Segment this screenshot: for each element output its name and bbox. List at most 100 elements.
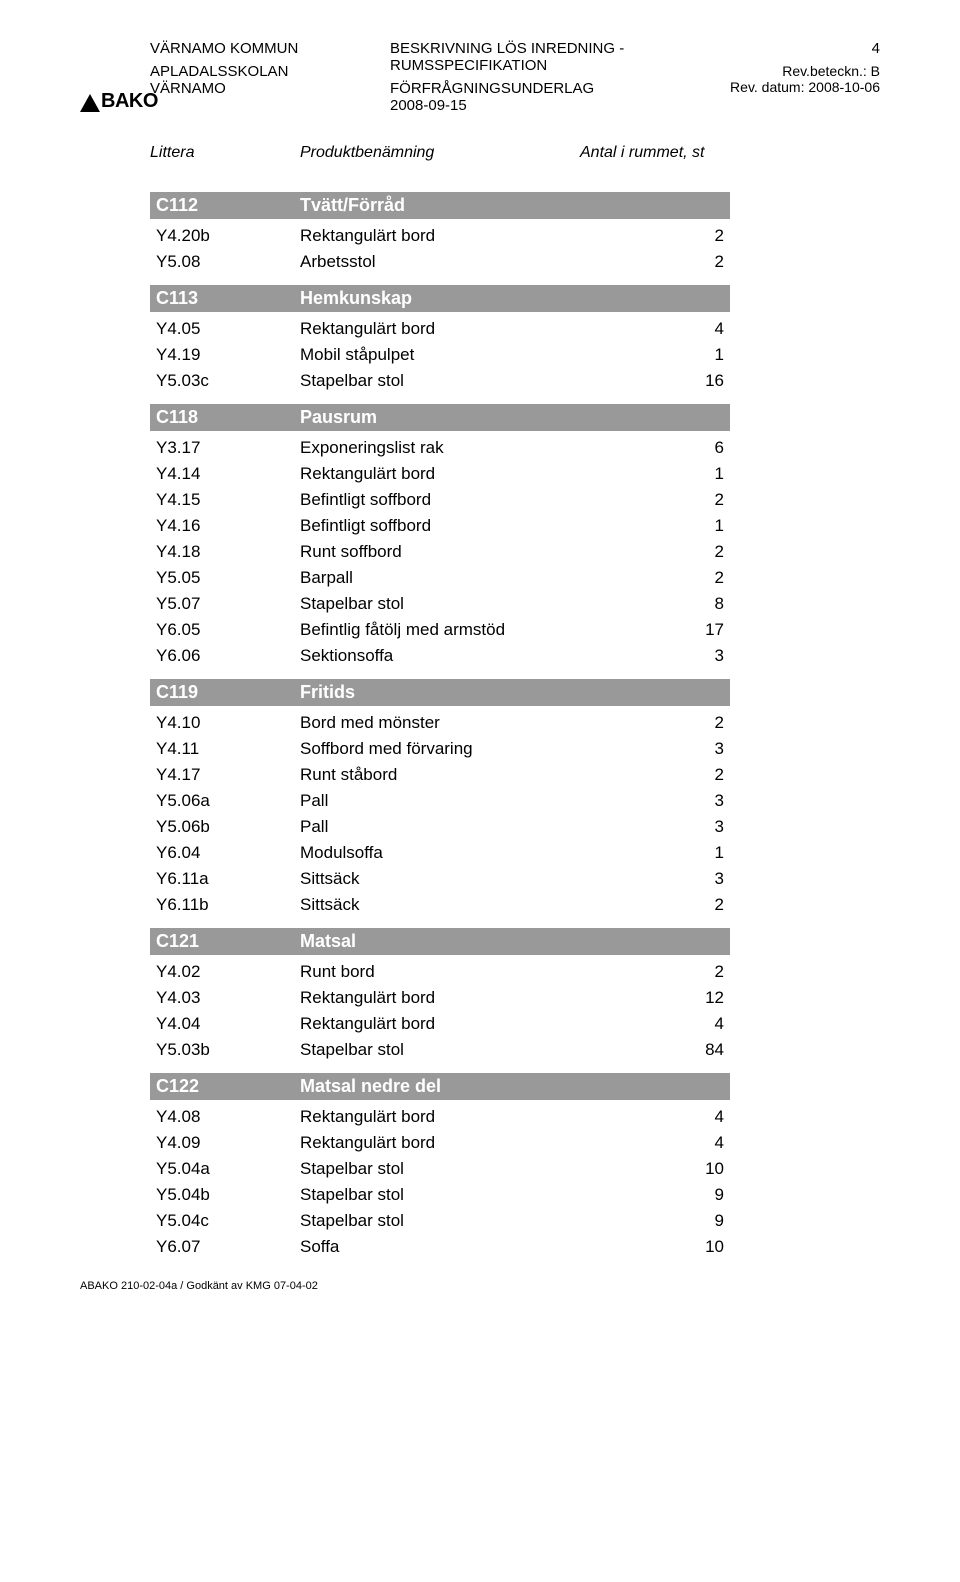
row-code: Y5.05 — [156, 568, 300, 588]
row-qty: 1 — [664, 516, 724, 536]
row-code: Y4.02 — [156, 962, 300, 982]
row-name: Rektangulärt bord — [300, 464, 664, 484]
table-row: Y4.14Rektangulärt bord1 — [150, 461, 730, 487]
table-row: Y4.19Mobil ståpulpet1 — [150, 342, 730, 368]
row-name: Rektangulärt bord — [300, 1107, 664, 1127]
row-name: Bord med mönster — [300, 713, 664, 733]
row-name: Mobil ståpulpet — [300, 345, 664, 365]
table-row: Y4.10Bord med mönster2 — [150, 710, 730, 736]
section-code: C113 — [156, 288, 300, 309]
row-name: Soffbord med förvaring — [300, 739, 664, 759]
row-qty: 84 — [664, 1040, 724, 1060]
table-row: Y4.09Rektangulärt bord4 — [150, 1130, 730, 1156]
row-name: Arbetsstol — [300, 252, 664, 272]
row-code: Y3.17 — [156, 438, 300, 458]
row-name: Stapelbar stol — [300, 371, 664, 391]
row-code: Y4.15 — [156, 490, 300, 510]
row-qty: 2 — [664, 895, 724, 915]
row-code: Y4.11 — [156, 739, 300, 759]
table-row: Y4.03Rektangulärt bord12 — [150, 985, 730, 1011]
content-table: C112Tvätt/FörrådY4.20bRektangulärt bord2… — [150, 192, 730, 1260]
header-text: VÄRNAMO KOMMUN APLADALSSKOLAN VÄRNAMO BE… — [150, 40, 880, 114]
section-code: C119 — [156, 682, 300, 703]
table-row: Y6.11bSittsäck2 — [150, 892, 730, 918]
rev-line: Rev.beteckn.: B — [680, 63, 880, 79]
table-row: Y5.06aPall3 — [150, 788, 730, 814]
col-header-produkt: Produktbenämning — [300, 144, 580, 162]
row-code: Y5.04a — [156, 1159, 300, 1179]
row-name: Sittsäck — [300, 895, 664, 915]
table-row: Y4.16Befintligt soffbord1 — [150, 513, 730, 539]
row-code: Y5.03c — [156, 371, 300, 391]
section-header: C121Matsal — [150, 928, 730, 955]
table-row: Y6.05Befintlig fåtölj med armstöd17 — [150, 617, 730, 643]
header-center: BESKRIVNING LÖS INREDNING - RUMSSPECIFIK… — [390, 40, 680, 114]
section-title: Fritids — [300, 682, 724, 703]
row-code: Y6.07 — [156, 1237, 300, 1257]
table-row: Y5.03cStapelbar stol16 — [150, 368, 730, 394]
row-code: Y4.05 — [156, 319, 300, 339]
row-code: Y5.07 — [156, 594, 300, 614]
row-qty: 2 — [664, 713, 724, 733]
row-name: Stapelbar stol — [300, 1211, 664, 1231]
table-row: Y6.07Soffa10 — [150, 1234, 730, 1260]
row-name: Befintligt soffbord — [300, 490, 664, 510]
row-name: Runt ståbord — [300, 765, 664, 785]
section-header: C119Fritids — [150, 679, 730, 706]
section-header: C118Pausrum — [150, 404, 730, 431]
row-code: Y5.04b — [156, 1185, 300, 1205]
row-name: Pall — [300, 817, 664, 837]
table-row: Y6.06Sektionsoffa3 — [150, 643, 730, 669]
logo-triangle-icon — [80, 94, 100, 112]
table-row: Y3.17Exponeringslist rak6 — [150, 435, 730, 461]
row-name: Sittsäck — [300, 869, 664, 889]
table-row: Y5.07Stapelbar stol8 — [150, 591, 730, 617]
row-code: Y4.19 — [156, 345, 300, 365]
row-qty: 4 — [664, 319, 724, 339]
row-code: Y4.18 — [156, 542, 300, 562]
row-name: Stapelbar stol — [300, 1185, 664, 1205]
row-qty: 2 — [664, 568, 724, 588]
header-title: BESKRIVNING LÖS INREDNING - RUMSSPECIFIK… — [390, 40, 680, 74]
header-school: APLADALSSKOLAN — [150, 63, 390, 80]
section-code: C118 — [156, 407, 300, 428]
row-qty: 3 — [664, 869, 724, 889]
header-org: VÄRNAMO KOMMUN — [150, 40, 390, 57]
section-header: C113Hemkunskap — [150, 285, 730, 312]
table-row: Y5.06bPall3 — [150, 814, 730, 840]
row-qty: 12 — [664, 988, 724, 1008]
table-row: Y4.04Rektangulärt bord4 — [150, 1011, 730, 1037]
row-code: Y4.09 — [156, 1133, 300, 1153]
row-qty: 6 — [664, 438, 724, 458]
footer-text: ABAKO 210-02-04a / Godkänt av KMG 07-04-… — [80, 1280, 880, 1292]
row-qty: 9 — [664, 1211, 724, 1231]
table-row: Y5.04aStapelbar stol10 — [150, 1156, 730, 1182]
row-name: Modulsoffa — [300, 843, 664, 863]
row-qty: 1 — [664, 843, 724, 863]
section-title: Matsal nedre del — [300, 1076, 724, 1097]
col-header-littera: Littera — [150, 144, 300, 162]
header-left: VÄRNAMO KOMMUN APLADALSSKOLAN VÄRNAMO — [150, 40, 390, 114]
row-code: Y5.06b — [156, 817, 300, 837]
row-qty: 4 — [664, 1014, 724, 1034]
rev-value: B — [871, 63, 880, 79]
row-code: Y5.03b — [156, 1040, 300, 1060]
table-row: Y5.04cStapelbar stol9 — [150, 1208, 730, 1234]
row-name: Rektangulärt bord — [300, 319, 664, 339]
section-code: C112 — [156, 195, 300, 216]
section-title: Tvätt/Förråd — [300, 195, 724, 216]
header-subtitle: FÖRFRÅGNINGSUNDERLAG — [390, 80, 680, 97]
section-title: Matsal — [300, 931, 724, 952]
row-code: Y5.06a — [156, 791, 300, 811]
row-qty: 2 — [664, 490, 724, 510]
table-row: Y4.18Runt soffbord2 — [150, 539, 730, 565]
table-row: Y4.11Soffbord med förvaring3 — [150, 736, 730, 762]
section-code: C121 — [156, 931, 300, 952]
rev-date-label: Rev. datum: — [730, 79, 804, 95]
row-qty: 2 — [664, 765, 724, 785]
table-row: Y5.04bStapelbar stol9 — [150, 1182, 730, 1208]
row-qty: 10 — [664, 1159, 724, 1179]
row-qty: 1 — [664, 345, 724, 365]
page: BAKO VÄRNAMO KOMMUN APLADALSSKOLAN VÄRNA… — [0, 0, 960, 1322]
page-header: BAKO VÄRNAMO KOMMUN APLADALSSKOLAN VÄRNA… — [80, 40, 880, 114]
